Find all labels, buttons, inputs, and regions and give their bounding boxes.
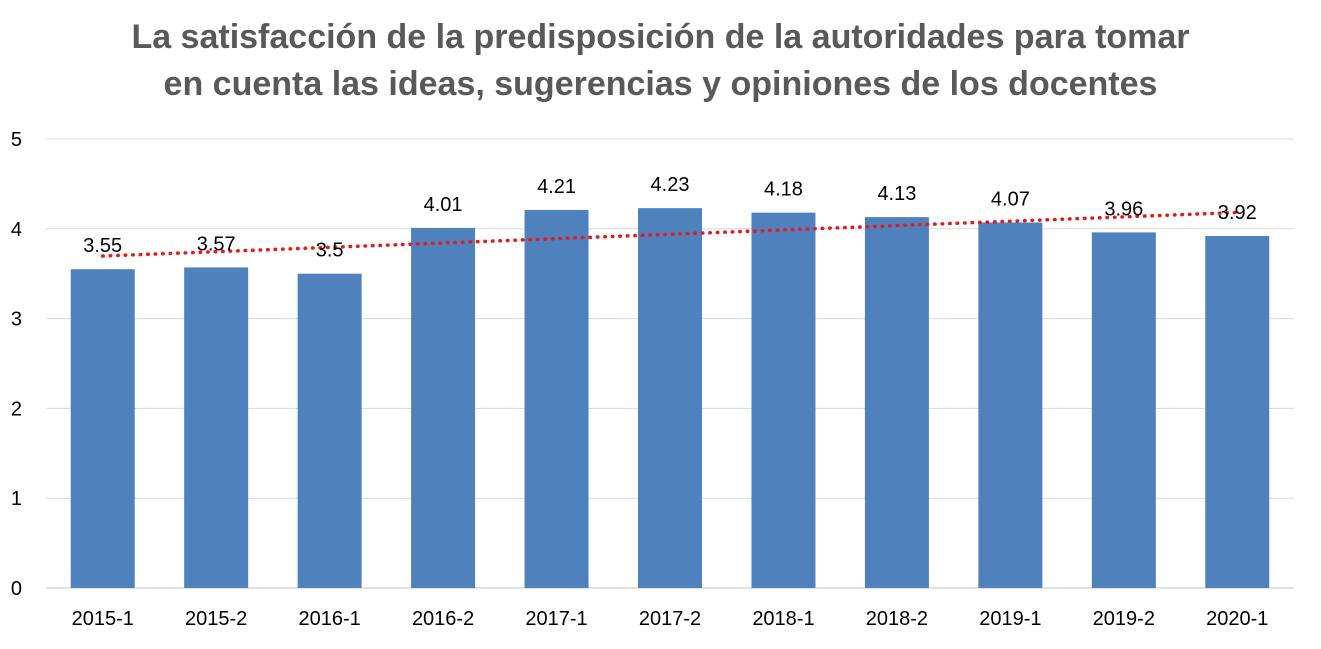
data-label: 4.13 [877,183,916,205]
x-tick-label: 2017-2 [639,608,701,630]
bar-2017-2 [638,208,702,588]
chart-title: La satisfacción de la predisposición de … [0,14,1321,108]
data-label: 4.01 [424,194,463,216]
data-label: 3.96 [1104,198,1143,220]
x-tick-label: 2018-1 [752,608,814,630]
bar-2019-2 [1091,232,1156,588]
data-label: 4.18 [764,179,803,201]
bar-2019-1 [978,222,1043,589]
data-label: 4.23 [651,174,690,196]
bar-2018-2 [864,217,929,588]
bars [70,208,1270,589]
bar-2017-1 [524,209,589,588]
data-label: 4.07 [991,189,1030,211]
y-tick-label: 2 [11,398,22,420]
bar-2020-1 [1205,235,1270,588]
y-tick-label: 0 [11,578,22,600]
x-tick-label: 2015-1 [72,608,134,630]
y-axis-ticks: 0 1 2 3 4 5 [11,129,22,600]
x-tick-label: 2017-1 [525,608,587,630]
bar-2015-1 [70,269,135,588]
x-tick-label: 2015-2 [185,608,247,630]
chart-title-line-2: en cuenta las ideas, sugerencias y opini… [163,65,1158,103]
x-tick-label: 2019-2 [1093,608,1155,630]
data-label: 3.5 [316,240,344,262]
data-label: 3.92 [1218,202,1257,224]
x-tick-label: 2016-1 [298,608,360,630]
bar-2015-2 [184,267,249,588]
data-label: 3.57 [197,233,236,255]
trendline-layer [100,210,1240,258]
bar-2016-2 [411,227,476,589]
data-label: 3.55 [83,235,122,257]
x-tick-label: 2016-2 [412,608,474,630]
x-tick-label: 2018-2 [866,608,928,630]
bar-2016-1 [297,273,362,588]
y-tick-label: 4 [11,219,22,241]
trendline [100,210,1240,258]
data-label: 4.21 [537,176,576,198]
x-axis-ticks: 2015-1 2015-2 2016-1 2016-2 2017-1 2017-2 2018… [72,608,1269,630]
x-tick-label: 2020-1 [1206,608,1268,630]
chart-title-line-1: La satisfacción de la predisposición de … [131,18,1190,56]
y-tick-label: 1 [11,488,22,510]
bar-2018-1 [751,212,816,589]
y-tick-label: 5 [11,129,22,151]
data-labels: 3.55 3.57 3.5 4.01 4.21 4.23 4.18 4.13 4.07 3.96 3… [83,174,1256,262]
x-tick-label: 2019-1 [979,608,1041,630]
y-tick-label: 3 [11,309,22,331]
